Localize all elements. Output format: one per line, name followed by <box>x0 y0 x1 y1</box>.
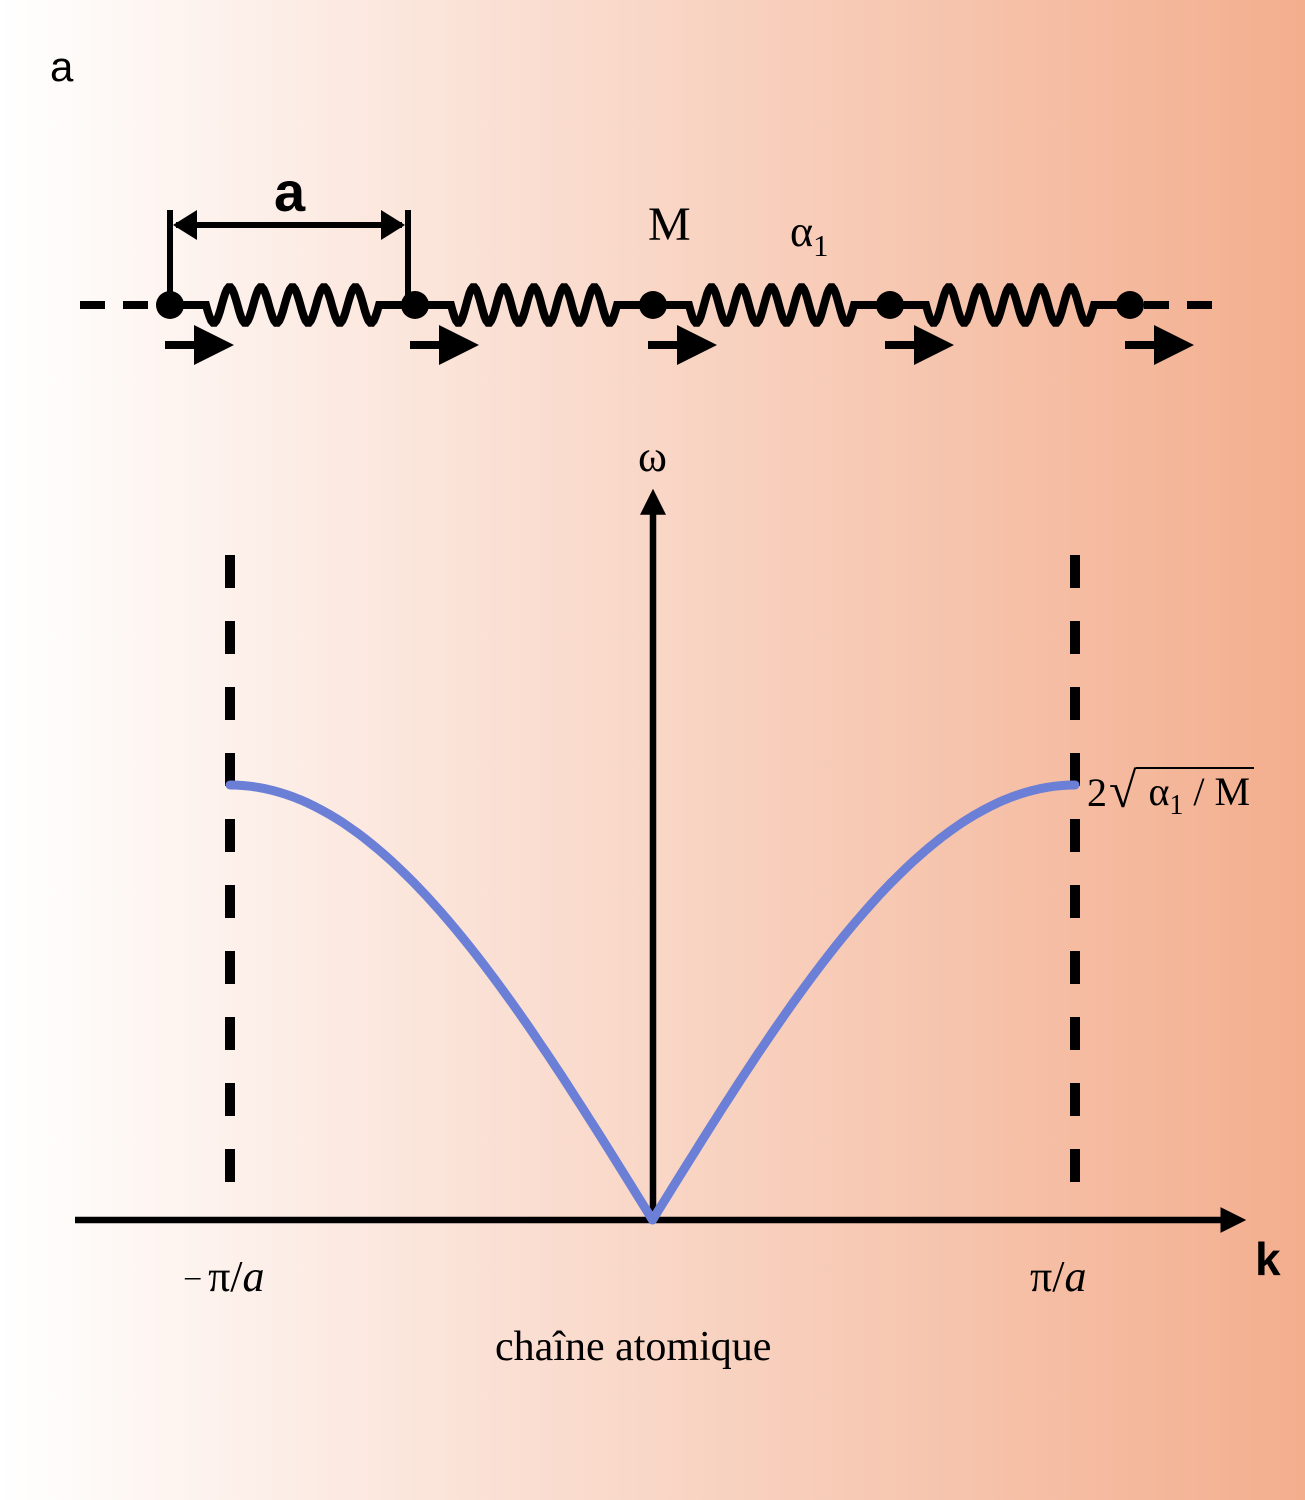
radicand-divider: / M <box>1183 769 1250 814</box>
k-axis-label: k <box>1255 1232 1281 1286</box>
lattice-spacing-label: a <box>274 159 305 224</box>
minus-sign: – <box>185 1259 200 1293</box>
pi-over: π/ <box>208 1252 242 1301</box>
caption-text: chaîne atomique <box>495 1323 771 1371</box>
a-symbol: a <box>243 1252 265 1301</box>
radicand-alpha: α <box>1148 769 1169 814</box>
a-symbol: a <box>1064 1252 1086 1301</box>
omega-axis-label: ω <box>638 431 667 482</box>
omega-max-label: 2 √ α1 / M <box>1087 760 1254 823</box>
pi-over-a-label: π/a <box>1030 1251 1086 1302</box>
figure-canvas: a a M α1 ω k –π/a π/a chaîne atomique 2 … <box>0 0 1305 1500</box>
mass-label: M <box>648 197 691 252</box>
radicand-sub: 1 <box>1169 790 1183 821</box>
panel-label: a <box>50 43 73 91</box>
neg-pi-over-a-label: –π/a <box>185 1251 265 1302</box>
spring-constant-subscript: 1 <box>813 229 828 263</box>
pi-over: π/ <box>1030 1252 1064 1301</box>
spring-constant-label: α1 <box>790 206 828 264</box>
spring-constant-symbol: α <box>790 207 813 256</box>
coef-2: 2 <box>1087 770 1107 815</box>
